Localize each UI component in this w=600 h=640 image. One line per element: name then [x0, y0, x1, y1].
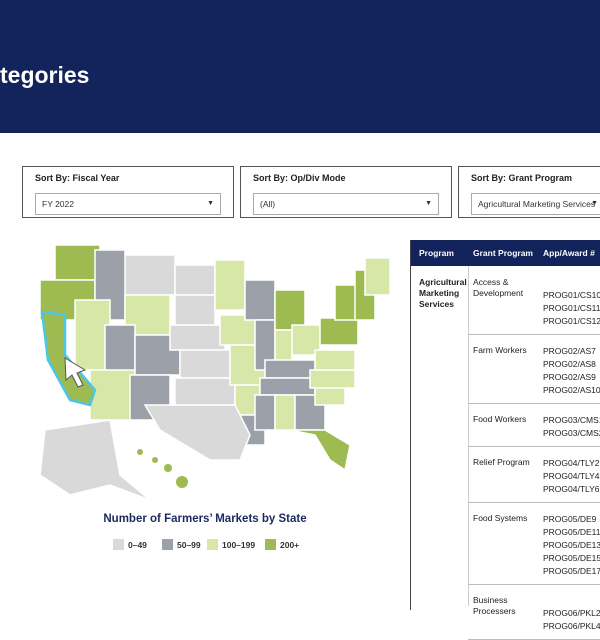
- award-number: PROG01/CS10: [543, 290, 600, 300]
- state: [174, 294, 216, 326]
- award-number: PROG04/TLY6: [543, 484, 600, 494]
- award-number: PROG05/DE17: [543, 566, 600, 576]
- filter-select[interactable]: (All): [253, 193, 439, 215]
- state-florida: [289, 429, 351, 472]
- legend-swatch: [265, 539, 276, 550]
- row-divider: [468, 334, 600, 335]
- row-divider: [468, 446, 600, 447]
- state-hawaii: [164, 464, 172, 472]
- state-hawaii: [152, 457, 158, 463]
- row-divider: [468, 502, 600, 503]
- cursor: [64, 357, 87, 388]
- award-number: PROG03/CMS1: [543, 415, 600, 425]
- grant-program: Relief Program: [473, 457, 530, 467]
- legend-label: 50–99: [177, 540, 201, 550]
- state: [291, 324, 321, 356]
- award-number: PROG04/TLY2: [543, 458, 600, 468]
- grant-program: Business Processers: [473, 595, 516, 616]
- table: Program Grant Program App/Award # Agricultu…: [410, 240, 600, 640]
- state-hawaii: [176, 476, 188, 488]
- filter: Sort By: Fiscal Year FY 2022: [22, 166, 234, 218]
- grant-program: Access & Development: [473, 277, 524, 298]
- state: [169, 324, 226, 351]
- award-number: PROG01/CS12: [543, 316, 600, 326]
- row-divider: [468, 403, 600, 404]
- col-divider: [468, 266, 469, 606]
- award-number: PROG06/PKL4: [543, 621, 600, 631]
- award-number: PROG06/PKL2: [543, 608, 600, 618]
- state: [274, 289, 306, 331]
- award-number: PROG03/CMS2: [543, 428, 600, 438]
- state: [104, 324, 136, 376]
- map-title: Number of Farmers’ Markets by State: [103, 513, 306, 525]
- filter-label: Sort By: Fiscal Year: [35, 173, 120, 183]
- state-hawaii: [137, 449, 143, 455]
- filter-label: Sort By: Grant Program: [471, 173, 573, 183]
- state: [179, 349, 231, 379]
- state: [364, 257, 391, 296]
- legend-label: 200+: [280, 540, 299, 550]
- state: [54, 244, 101, 281]
- table-header: App/Award #: [543, 240, 595, 266]
- legend-label: 0–49: [128, 540, 147, 550]
- legend-swatch: [162, 539, 173, 550]
- award-number: PROG05/DE11: [543, 527, 600, 537]
- legend-swatch: [113, 539, 124, 550]
- grant-program: Food Workers: [473, 414, 527, 424]
- state: [174, 264, 216, 296]
- table-header: Program: [419, 240, 454, 266]
- award-number: PROG02/AS10: [543, 385, 600, 395]
- award-number: PROG04/TLY4: [543, 471, 600, 481]
- state: [174, 377, 236, 406]
- state: [244, 279, 276, 321]
- state: [309, 369, 356, 389]
- state: [319, 317, 359, 346]
- header: tegories: [0, 0, 600, 133]
- award-number: PROG02/AS7: [543, 346, 596, 356]
- filter-select[interactable]: Agricultural Marketing Services: [471, 193, 600, 215]
- state: [259, 377, 316, 396]
- award-number: PROG05/DE15: [543, 553, 600, 563]
- filter: Sort By: Op/Div Mode (All): [240, 166, 452, 218]
- filter-label: Sort By: Op/Div Mode: [253, 173, 346, 183]
- grant-program: Food Systems: [473, 513, 528, 523]
- filter: Sort By: Grant Program Agricultural Marke…: [458, 166, 600, 218]
- header-title: tegories: [0, 62, 90, 88]
- state-alaska: [39, 419, 151, 501]
- state: [264, 359, 316, 379]
- table-header: Grant Program: [473, 240, 533, 266]
- state: [314, 349, 356, 371]
- state: [274, 394, 296, 431]
- award-number: PROG05/DE13: [543, 540, 600, 550]
- legend-label: 100–199: [222, 540, 255, 550]
- program-cell: Agricultural Marketing Services: [419, 277, 467, 309]
- award-number: PROG02/AS9: [543, 372, 596, 382]
- award-number: PROG02/AS8: [543, 359, 596, 369]
- award-number: PROG05/DE9: [543, 514, 597, 524]
- filter-select[interactable]: FY 2022: [35, 193, 221, 215]
- state: [214, 259, 246, 311]
- legend-swatch: [207, 539, 218, 550]
- row-divider: [468, 584, 600, 585]
- map: Number of Farmers’ Markets by State 0–49 5…: [39, 244, 391, 550]
- state: [254, 394, 276, 431]
- award-number: PROG01/CS11: [543, 303, 600, 313]
- state-texas: [143, 404, 251, 461]
- grant-program: Farm Workers: [473, 345, 527, 355]
- state: [89, 369, 136, 421]
